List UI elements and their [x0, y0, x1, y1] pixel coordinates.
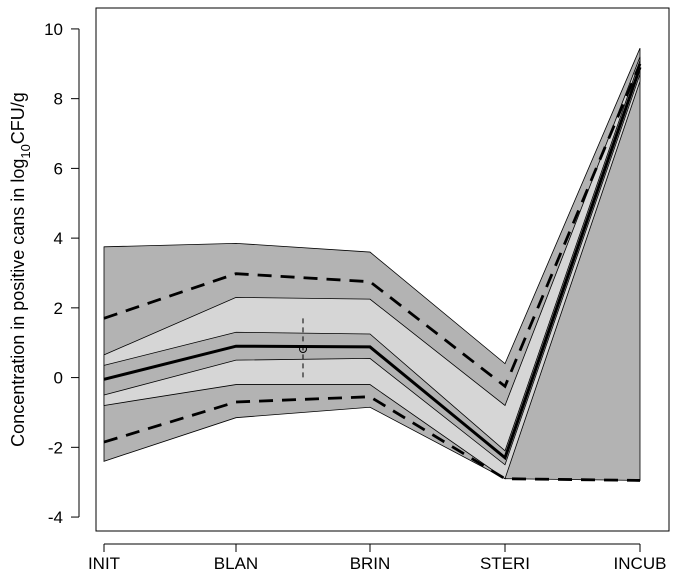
lines-layer: [103, 63, 642, 482]
y-tick-label: 2: [54, 299, 63, 318]
y-tick-label: 4: [54, 229, 63, 248]
y-axis-title-suffix: CFU/g: [8, 92, 28, 144]
band-2: [103, 60, 641, 466]
series-line-1: [103, 63, 642, 389]
y-tick-label: 8: [54, 90, 63, 109]
observation-layer: [299, 318, 307, 382]
y-axis-title-prefix: Concentration in positive cans in log: [8, 159, 28, 447]
y-tick-label: 0: [54, 369, 63, 388]
x-tick-label: INIT: [88, 554, 120, 573]
bands-layer: [103, 47, 641, 481]
y-axis-title-subscript: 10: [18, 144, 33, 158]
x-axis: INIT BLAN BRIN STERI INCUB: [88, 543, 667, 573]
x-tick-label: STERI: [480, 554, 530, 573]
y-tick-label: 10: [44, 20, 63, 39]
x-tick-label: INCUB: [614, 554, 667, 573]
observation-point: [299, 344, 307, 353]
y-tick-label: 6: [54, 159, 63, 178]
y-axis-title: Concentration in positive cans in log10C…: [8, 92, 33, 447]
series-line-0: [103, 66, 642, 461]
band-1: [103, 56, 641, 480]
x-tick-label: BLAN: [214, 554, 258, 573]
y-axis: -4 -2 0 2 4 6 8 10: [44, 20, 80, 527]
y-tick-label: -4: [48, 508, 63, 527]
x-tick-label: BRIN: [350, 554, 391, 573]
y-tick-label: -2: [48, 438, 63, 457]
plot-frame: [95, 7, 670, 532]
